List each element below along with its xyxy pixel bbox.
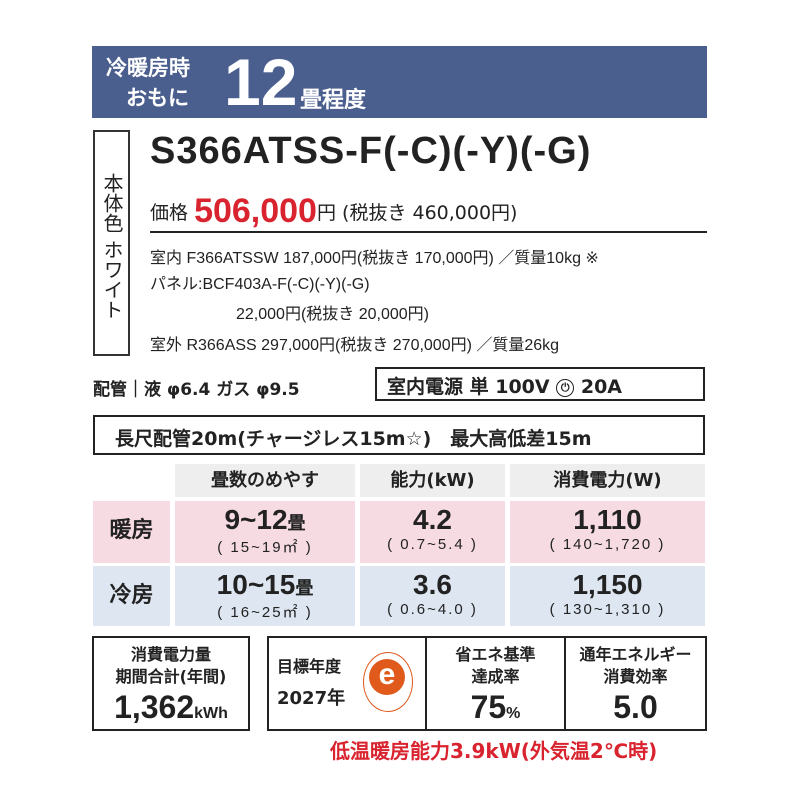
- breaker-value: 20A: [580, 376, 623, 398]
- annual-label2: 期間合計(年間): [115, 667, 227, 686]
- tatami-cell: 10~15畳 ( 16~25㎡ ): [175, 566, 355, 626]
- annual-label1: 消費電力量: [130, 645, 211, 664]
- tatami-value: 9~12: [224, 504, 288, 535]
- eco-mark-icon: e: [363, 652, 413, 712]
- apf-label2: 消費効率: [603, 667, 668, 686]
- capacity-value: 4.2: [413, 504, 452, 535]
- detail-panel-price: 22,000円(税抜き 20,000円): [236, 306, 429, 323]
- price-row: 価格 506,000円 (税抜き 460,000円): [150, 192, 517, 231]
- th-tatami: 畳数のめやす: [175, 464, 355, 497]
- model-number: S366ATSS-F(-C)(-Y)(-G): [150, 130, 592, 172]
- achievement-label2: 達成率: [471, 667, 520, 686]
- power-value: 1,110: [573, 504, 642, 535]
- apf-value: 5.0: [613, 689, 658, 725]
- header-line1: 冷暖房時: [106, 56, 190, 80]
- annual-unit: kWh: [194, 705, 228, 722]
- piping: 配管｜液 φ6.4 ガス φ9.5: [93, 380, 300, 400]
- achievement-label1: 省エネ基準: [455, 645, 536, 664]
- achievement-unit: %: [506, 705, 521, 722]
- detail-outdoor: 室外 R366ASS 297,000円(税抜き 270,000円) ／質量26k…: [150, 337, 560, 354]
- power-box: 室内電源 単 100V ⏻ 20A: [375, 367, 705, 401]
- capacity-cell: 4.2( 0.7~5.4 ): [360, 501, 505, 563]
- apf-label1: 通年エネルギー: [579, 645, 692, 664]
- target-label: 目標年度: [277, 657, 342, 676]
- tatami-range: ( 15~19㎡ ): [217, 539, 313, 556]
- apf-box: 通年エネルギー 消費効率 5.0: [564, 636, 707, 731]
- power-cell: 1,150( 130~1,310 ): [510, 566, 705, 626]
- price-value: 506,000: [194, 192, 317, 230]
- breaker-icon: ⏻: [556, 379, 575, 397]
- target-year: 2027年: [277, 688, 346, 709]
- price-yen: 円: [316, 202, 336, 224]
- annual-consumption-box: 消費電力量 期間合計(年間) 1,362kWh: [92, 636, 250, 731]
- row-label: 暖房: [93, 501, 170, 563]
- capacity-range: ( 0.7~5.4 ): [387, 536, 478, 553]
- annual-value: 1,362: [114, 689, 195, 725]
- header-line2: おもに: [126, 86, 189, 110]
- eco-mark-letter: e: [369, 659, 405, 695]
- tatami-range: ( 16~25㎡ ): [217, 604, 313, 621]
- room-size: 12: [224, 45, 298, 119]
- achievement-value: 75: [470, 689, 507, 725]
- achievement-box: 省エネ基準 達成率 75%: [425, 636, 566, 731]
- header-banner: 冷暖房時 おもに 12 畳程度: [92, 45, 707, 119]
- th-capacity: 能力(kW): [360, 464, 505, 497]
- tatami-unit: 畳: [287, 513, 306, 533]
- capacity-value: 3.6: [413, 569, 452, 600]
- power-cell: 1,110( 140~1,720 ): [510, 501, 705, 563]
- divider: [150, 231, 707, 233]
- tatami-unit: 畳: [295, 578, 314, 598]
- power-value: 1,150: [572, 569, 643, 600]
- body-color: 本体色 ホワイト: [93, 130, 130, 356]
- power-label: 室内電源 単 100V: [387, 376, 550, 398]
- price-excl-tax: (税抜き 460,000円): [342, 202, 518, 224]
- detail-indoor: 室内 F366ATSSW 187,000円(税抜き 170,000円) ／質量1…: [150, 250, 599, 267]
- power-range: ( 140~1,720 ): [549, 536, 666, 553]
- th-power: 消費電力(W): [510, 464, 705, 497]
- tatami-value: 10~15: [216, 569, 296, 600]
- detail-panel: パネル:BCF403A-F(-C)(-Y)(-G): [150, 276, 370, 293]
- tatami-cell: 9~12畳 ( 15~19㎡ ): [175, 501, 355, 563]
- low-temp-note: 低温暖房能力3.9kW(外気温2℃時): [330, 739, 658, 763]
- power-range: ( 130~1,310 ): [549, 601, 666, 618]
- long-pipe-box: 長尺配管20m(チャージレス15m☆) 最大高低差15m: [93, 415, 705, 455]
- row-label: 冷房: [93, 566, 170, 626]
- capacity-cell: 3.6( 0.6~4.0 ): [360, 566, 505, 626]
- room-size-unit: 畳程度: [300, 88, 367, 113]
- capacity-range: ( 0.6~4.0 ): [387, 601, 478, 618]
- target-year-box: 目標年度 2027年 e: [267, 636, 427, 731]
- price-label: 価格: [150, 202, 189, 224]
